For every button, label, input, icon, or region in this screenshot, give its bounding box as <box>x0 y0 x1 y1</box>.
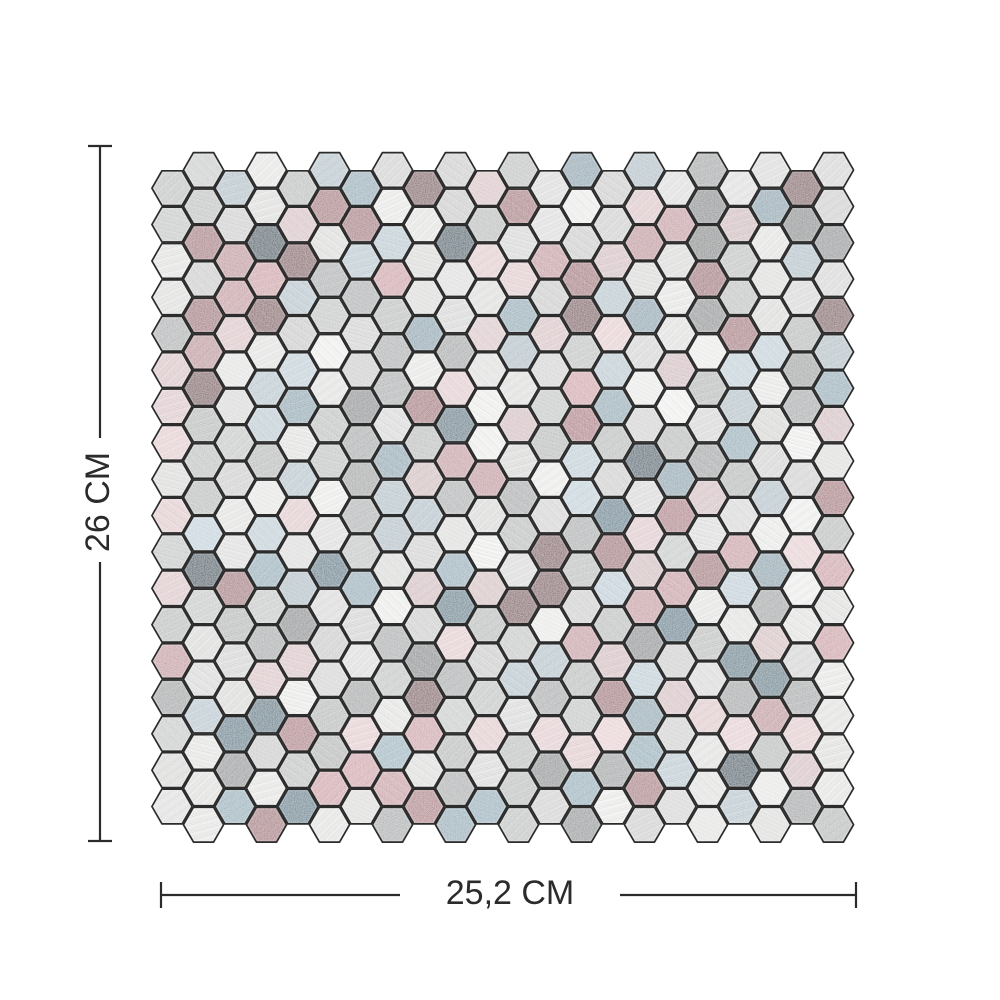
svg-text:25,2 CM: 25,2 CM <box>446 874 575 912</box>
svg-text:26 CM: 26 CM <box>79 452 117 552</box>
